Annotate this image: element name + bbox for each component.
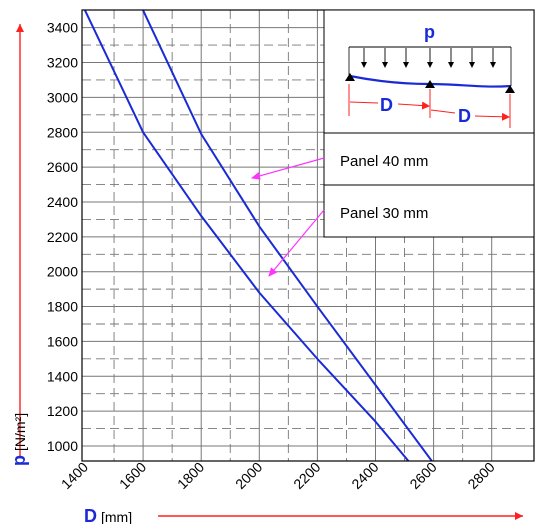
legend-box-30 <box>323 184 535 238</box>
leader-40 <box>251 157 325 180</box>
y-tick-label: 3400 <box>47 20 78 36</box>
legend-label-30: Panel 30 mm <box>340 205 428 222</box>
leader-30 <box>268 209 325 277</box>
y-tick-label: 1600 <box>47 333 78 349</box>
y-tick-label: 1000 <box>47 438 78 454</box>
support-mid <box>425 80 435 88</box>
series-line-panel-30 <box>84 10 410 461</box>
support-right <box>505 85 515 93</box>
x-tick-label: 2000 <box>232 459 265 492</box>
span-label-2: D <box>458 106 471 126</box>
x-axis-symbol: D <box>84 506 97 524</box>
legend-label-40: Panel 40 mm <box>340 153 428 170</box>
y-tick-labels: 1000 1200 1400 1600 1800 2000 2200 2400 2600 2800… <box>47 20 78 454</box>
y-tick-label: 2400 <box>47 194 78 210</box>
y-tick-label: 3000 <box>47 89 78 105</box>
x-tick-label: 2800 <box>464 459 497 492</box>
beam-diagram: p D D <box>345 22 515 128</box>
y-tick-label: 2000 <box>47 264 78 280</box>
diagram-box <box>323 9 535 134</box>
legend-panel: Panel 40 mm Panel 30 mm <box>323 9 535 238</box>
y-tick-label: 1400 <box>47 368 78 384</box>
x-tick-labels: 1400 1600 1800 2000 2200 2400 2600 2800 <box>58 459 498 492</box>
support-left <box>345 73 355 81</box>
y-axis-unit: [N/m²] <box>12 413 28 451</box>
x-tick-label: 2600 <box>406 459 439 492</box>
x-tick-label: 1800 <box>174 459 207 492</box>
y-tick-label: 2600 <box>47 159 78 175</box>
span-label-1: D <box>380 95 393 115</box>
curves <box>84 10 434 461</box>
y-tick-label: 3200 <box>47 55 78 71</box>
x-tick-label: 1400 <box>58 459 91 492</box>
load-arrows <box>361 48 496 68</box>
series-line-panel-40 <box>142 10 434 461</box>
y-tick-label: 2200 <box>47 229 78 245</box>
x-axis-unit: [mm] <box>101 509 132 524</box>
y-axis-symbol: p <box>9 455 29 466</box>
x-axis-label: D [mm] <box>84 506 132 524</box>
y-tick-label: 1800 <box>47 299 78 315</box>
x-tick-label: 2400 <box>348 459 381 492</box>
load-label: p <box>424 22 435 42</box>
y-tick-label: 1200 <box>47 403 78 419</box>
y-tick-label: 2800 <box>47 124 78 140</box>
x-tick-label: 2200 <box>290 459 323 492</box>
legend-box-40 <box>323 132 535 186</box>
y-axis-label: p [N/m²] <box>9 413 29 466</box>
x-tick-label: 1600 <box>116 459 149 492</box>
